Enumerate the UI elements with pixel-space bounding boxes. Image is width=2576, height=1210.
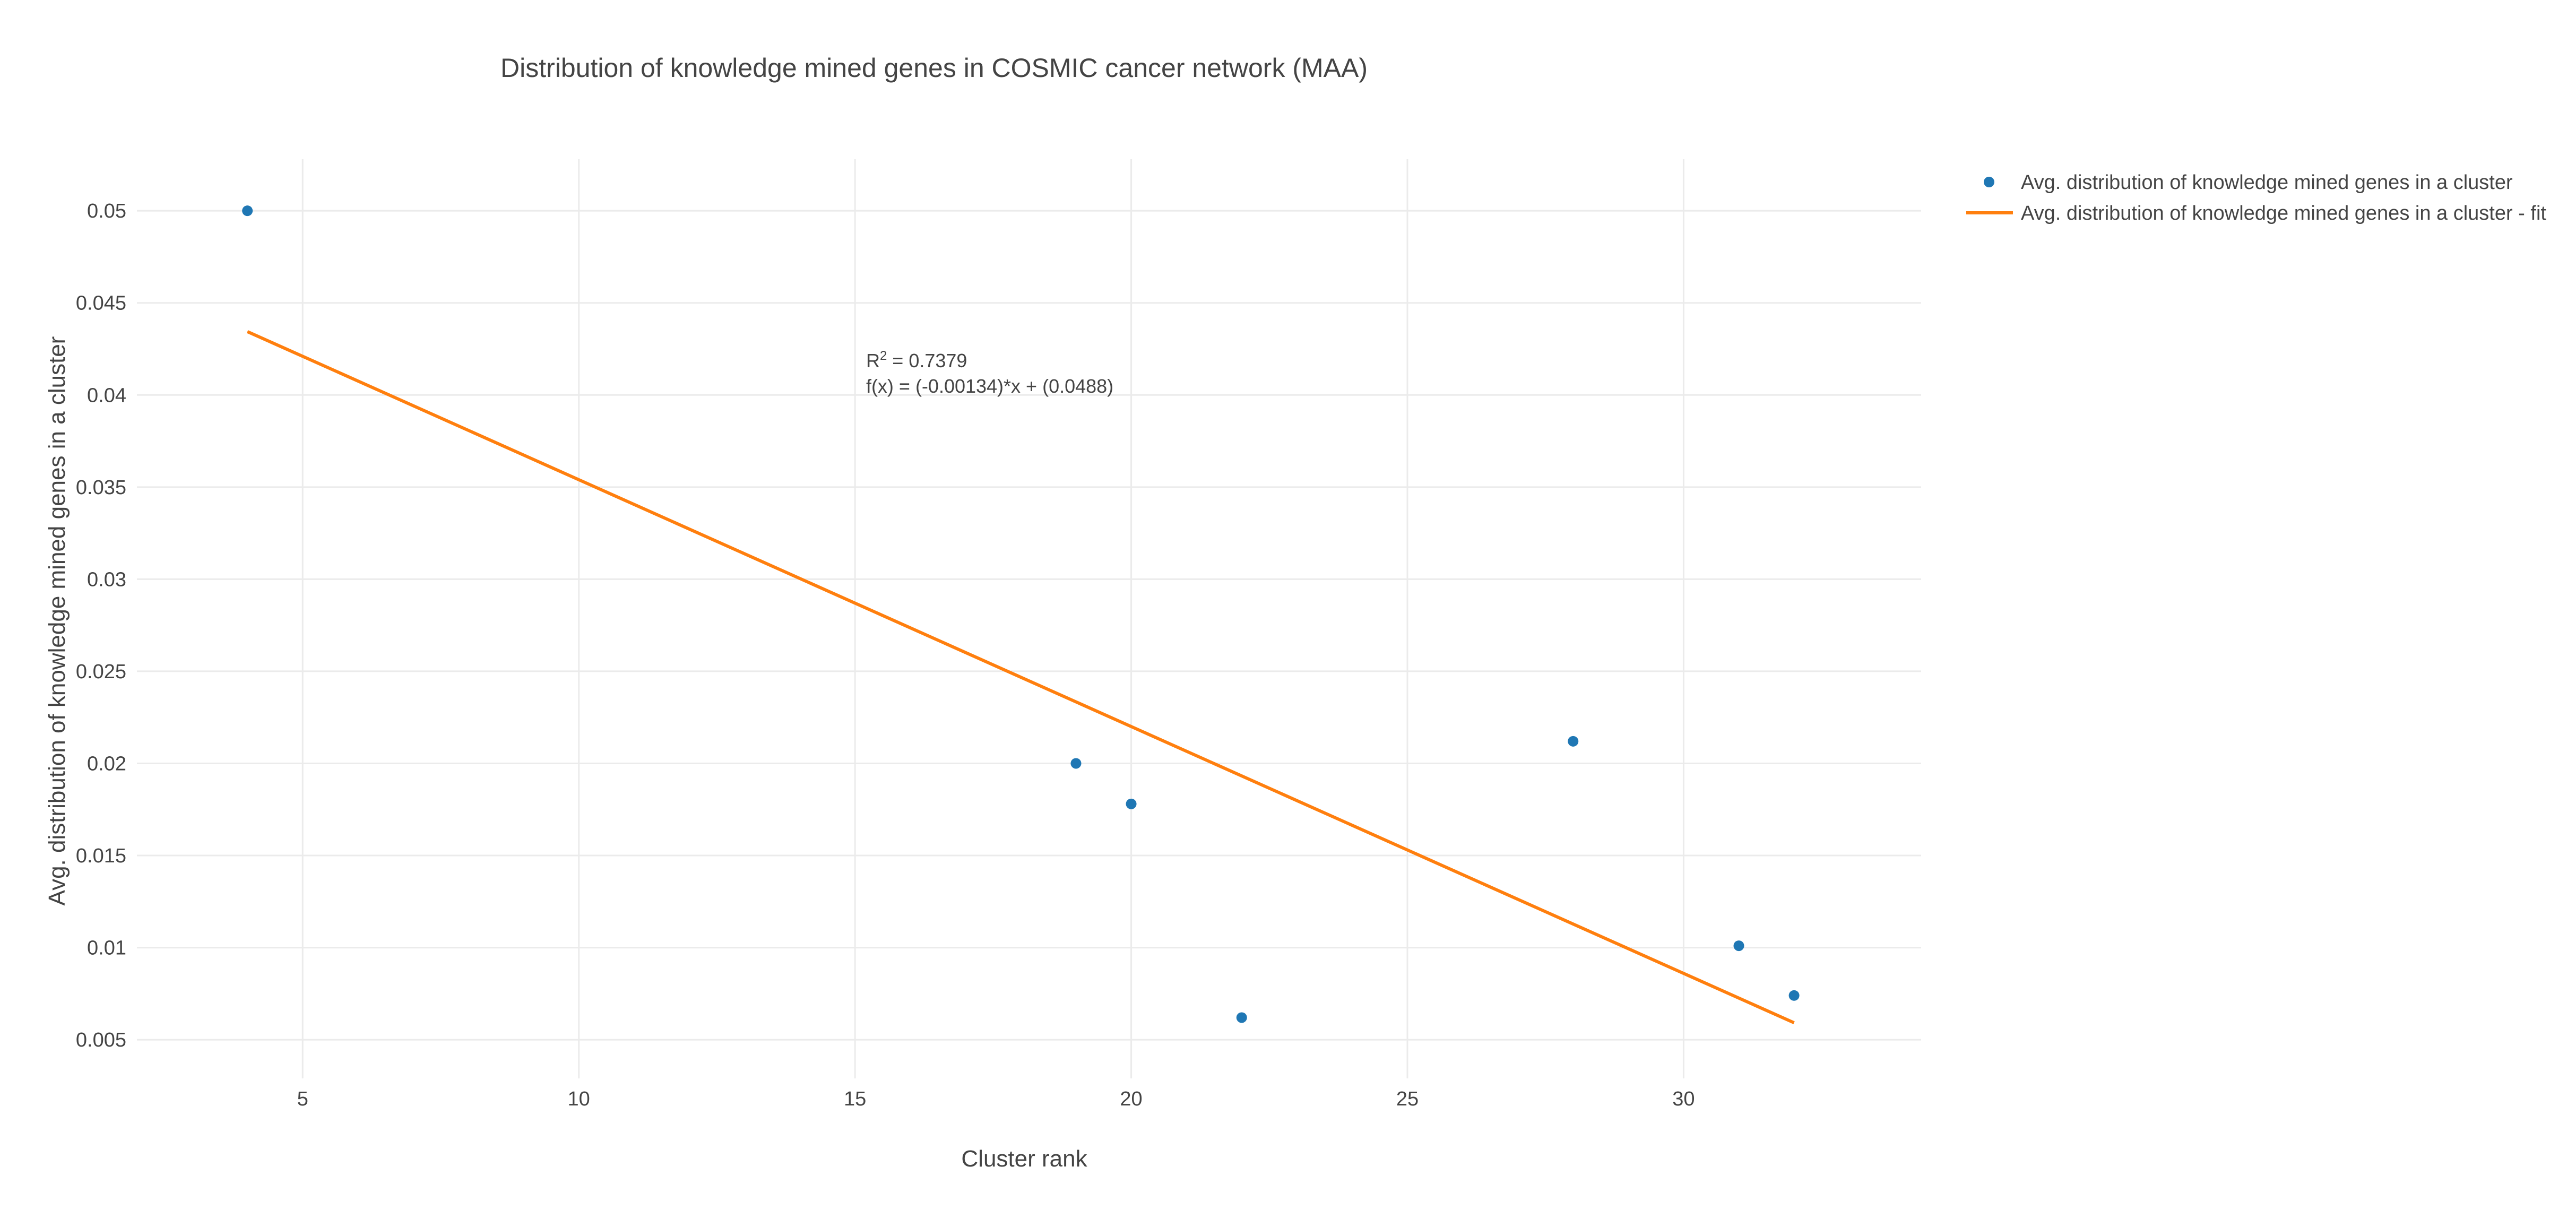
legend-marker-points[interactable] [1984, 177, 1994, 187]
y-axis-title: Avg. distribution of knowledge mined gen… [44, 336, 70, 906]
y-tick-label: 0.005 [76, 1029, 126, 1051]
y-tick-label: 0.015 [76, 845, 126, 867]
y-tick-label: 0.02 [87, 753, 126, 775]
legend-label-fit[interactable]: Avg. distribution of knowledge mined gen… [2021, 202, 2546, 224]
data-point[interactable] [1733, 940, 1744, 952]
y-axis-ticks: 0.005 0.01 0.015 0.02 0.025 0.03 0.035 0.04 0.04… [76, 200, 126, 1051]
x-tick-label: 15 [844, 1088, 866, 1110]
y-tick-label: 0.03 [87, 568, 126, 591]
data-points [242, 205, 1800, 1023]
x-tick-label: 20 [1120, 1088, 1142, 1110]
x-tick-label: 10 [568, 1088, 590, 1110]
x-axis-ticks: 5 10 15 20 25 30 [297, 1088, 1695, 1110]
data-point[interactable] [1568, 736, 1579, 747]
x-axis-title: Cluster rank [961, 1146, 1087, 1172]
y-tick-label: 0.01 [87, 937, 126, 960]
y-tick-label: 0.05 [87, 200, 126, 222]
x-tick-label: 25 [1396, 1088, 1419, 1110]
data-point[interactable] [1788, 990, 1800, 1001]
y-tick-label: 0.04 [87, 384, 126, 407]
fit-line [246, 330, 1795, 1024]
chart-title: Distribution of knowledge mined genes in… [500, 53, 1368, 83]
x-tick-label: 5 [297, 1088, 308, 1110]
fit-annotation: R2 = 0.7379 f(x) = (-0.00134)*x + (0.048… [866, 349, 1113, 397]
legend: Avg. distribution of knowledge mined gen… [1966, 171, 2546, 224]
fit-formula-label: f(x) = (-0.00134)*x + (0.0488) [866, 375, 1113, 397]
data-point[interactable] [1126, 798, 1137, 809]
data-point[interactable] [1236, 1012, 1247, 1023]
grid-lines [137, 159, 1921, 1078]
y-tick-label: 0.025 [76, 661, 126, 683]
x-tick-label: 30 [1672, 1088, 1695, 1110]
data-point[interactable] [242, 205, 253, 217]
y-tick-label: 0.045 [76, 292, 126, 315]
data-point[interactable] [1070, 758, 1082, 769]
y-tick-label: 0.035 [76, 477, 126, 499]
fit-line-layer [246, 330, 1795, 1024]
legend-label-points[interactable]: Avg. distribution of knowledge mined gen… [2021, 171, 2513, 194]
r-squared-label: R2 = 0.7379 [866, 349, 967, 371]
